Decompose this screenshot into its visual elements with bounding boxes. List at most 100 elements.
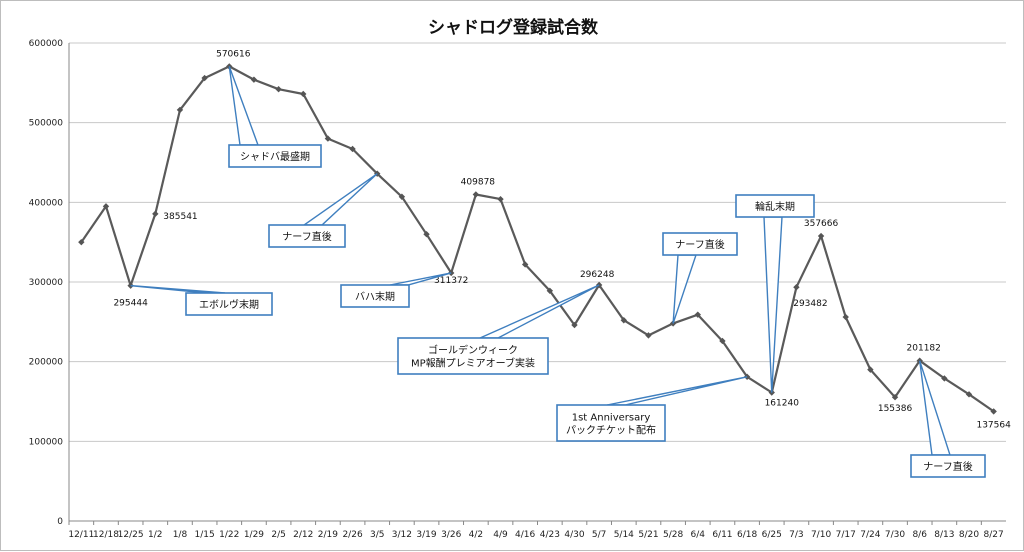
data-point bbox=[891, 394, 899, 401]
x-tick-label: 3/5 bbox=[370, 530, 384, 540]
data-point bbox=[694, 311, 701, 318]
data-point bbox=[990, 408, 997, 415]
data-point bbox=[620, 317, 628, 324]
series-line bbox=[80, 65, 995, 413]
y-tick-label: 500000 bbox=[29, 119, 64, 129]
x-tick-label: 7/17 bbox=[836, 530, 856, 540]
data-point bbox=[300, 90, 307, 98]
data-point bbox=[275, 86, 282, 93]
x-tick-label: 7/24 bbox=[860, 530, 880, 540]
x-tick-label: 2/12 bbox=[293, 530, 313, 540]
data-point bbox=[719, 337, 726, 345]
x-tick-label: 12/25 bbox=[118, 530, 144, 540]
data-point bbox=[521, 261, 529, 268]
callout-box bbox=[185, 292, 273, 316]
data-series bbox=[78, 63, 997, 415]
x-tick-label: 7/10 bbox=[811, 530, 831, 540]
callout-pointer bbox=[672, 254, 697, 324]
callout-text: MP報酬プレミアオーブ実装 bbox=[411, 357, 535, 370]
callout-text: ナーフ直後 bbox=[675, 238, 724, 251]
data-point bbox=[941, 375, 948, 382]
x-tick-label: 5/21 bbox=[638, 530, 658, 540]
data-point bbox=[965, 391, 973, 398]
data-point bbox=[176, 106, 184, 114]
callout-text: パックチケット配布 bbox=[566, 425, 656, 437]
callout-text: ナーフ直後 bbox=[923, 460, 972, 473]
x-tick-label: 4/2 bbox=[469, 530, 483, 540]
x-tick-label: 8/6 bbox=[912, 530, 927, 540]
data-point bbox=[867, 366, 874, 373]
data-label: 357666 bbox=[804, 219, 839, 229]
y-tick-label: 0 bbox=[57, 517, 63, 527]
callout-pointer bbox=[479, 284, 600, 339]
x-tick-label: 8/13 bbox=[934, 530, 954, 540]
data-point bbox=[102, 203, 110, 210]
y-tick-label: 300000 bbox=[29, 278, 64, 288]
x-tick-label: 7/3 bbox=[789, 530, 803, 540]
callout-text: 1st Anniversary bbox=[572, 413, 651, 424]
data-label: 293482 bbox=[793, 299, 827, 309]
data-point bbox=[472, 191, 480, 198]
callout-text: エボルヴ末期 bbox=[199, 298, 259, 311]
x-tick-label: 6/4 bbox=[691, 530, 706, 540]
data-point bbox=[250, 76, 258, 83]
x-tick-label: 2/26 bbox=[342, 530, 362, 540]
callout-box bbox=[397, 337, 549, 375]
callout-box bbox=[268, 224, 346, 248]
data-label: 311372 bbox=[434, 276, 468, 286]
x-tick-label: 4/23 bbox=[540, 530, 560, 540]
y-tick-label: 200000 bbox=[29, 358, 64, 368]
callout-pointer bbox=[606, 376, 748, 406]
grid-lines bbox=[68, 42, 1006, 522]
y-tick-label: 100000 bbox=[29, 437, 64, 447]
data-label: 295444 bbox=[113, 299, 148, 309]
data-label: 409878 bbox=[461, 177, 496, 187]
data-labels: 295444 385541 570616 311372 409878 296248 1612… bbox=[113, 49, 1011, 430]
data-label: 201182 bbox=[907, 344, 941, 354]
data-point bbox=[423, 231, 430, 238]
data-label: 385541 bbox=[163, 212, 197, 222]
data-point bbox=[201, 74, 208, 82]
data-label: 570616 bbox=[216, 49, 251, 59]
data-point bbox=[793, 283, 800, 291]
x-tick-label: 2/5 bbox=[271, 530, 285, 540]
x-tick-label: 8/27 bbox=[984, 530, 1004, 540]
x-tick-label: 3/26 bbox=[441, 530, 461, 540]
callout-text: バハ末期 bbox=[355, 290, 395, 303]
annotations: エボルヴ末期シャドバ最盛期ナーフ直後バハ末期ゴールデンウィークMP報酬プレミアオ… bbox=[130, 66, 986, 478]
y-tick-label: 400000 bbox=[29, 198, 64, 208]
x-tick-label: 5/7 bbox=[592, 530, 606, 540]
x-tick-label: 2/19 bbox=[318, 530, 338, 540]
x-tick-label: 7/30 bbox=[885, 530, 905, 540]
data-point bbox=[645, 332, 652, 339]
callout-pointer bbox=[763, 216, 783, 393]
callout-box bbox=[735, 194, 815, 218]
x-tick-label: 4/9 bbox=[493, 530, 508, 540]
callout-text: 輪乱末期 bbox=[755, 200, 795, 213]
data-label: 137564 bbox=[976, 420, 1011, 430]
x-tick-label: 4/30 bbox=[564, 530, 584, 540]
callout-box bbox=[228, 144, 322, 168]
data-point bbox=[324, 135, 332, 142]
x-tick-label: 6/11 bbox=[712, 530, 732, 540]
x-tick-label: 1/29 bbox=[244, 530, 264, 540]
callout-text: シャドバ最盛期 bbox=[240, 150, 310, 163]
x-tick-label: 1/8 bbox=[173, 530, 188, 540]
x-tick-label: 6/18 bbox=[737, 530, 757, 540]
callout-pointer bbox=[130, 284, 226, 294]
x-tick-label: 3/19 bbox=[416, 530, 436, 540]
data-point bbox=[842, 313, 849, 321]
data-label: 161240 bbox=[765, 399, 800, 409]
x-tick-label: 5/28 bbox=[663, 530, 683, 540]
x-tick-label: 1/15 bbox=[195, 530, 215, 540]
data-label: 296248 bbox=[580, 270, 615, 280]
data-label: 155386 bbox=[878, 404, 913, 414]
x-tick-label: 8/20 bbox=[959, 530, 979, 540]
x-tick-label: 12/11 bbox=[68, 530, 94, 540]
data-point bbox=[546, 287, 554, 294]
callout-text: ゴールデンウィーク bbox=[428, 344, 518, 357]
callout-pointer bbox=[301, 173, 378, 226]
